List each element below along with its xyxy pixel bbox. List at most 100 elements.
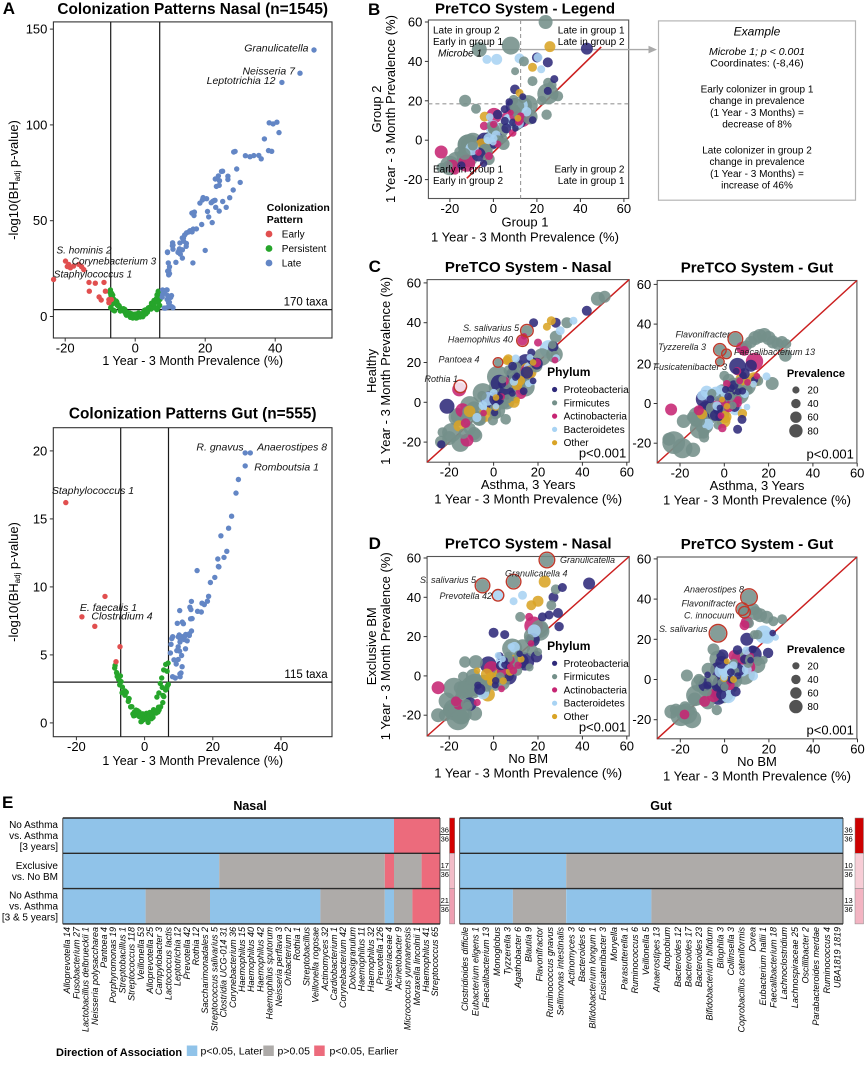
svg-text:vs. Asthma: vs. Asthma: [9, 902, 58, 913]
svg-text:Corynebacterium 42: Corynebacterium 42: [338, 927, 348, 1008]
svg-text:Late in group 1: Late in group 1: [558, 176, 625, 187]
svg-text:170 taxa: 170 taxa: [284, 297, 329, 309]
svg-text:Bacteroidetes: Bacteroidetes: [564, 699, 625, 710]
svg-text:0: 0: [414, 395, 421, 410]
svg-text:Ruminococcus gnavus: Ruminococcus gnavus: [545, 927, 555, 1018]
svg-text:S. salivarius: S. salivarius: [659, 624, 708, 634]
svg-text:Proteobacteria: Proteobacteria: [564, 659, 629, 670]
svg-text:Leptotrichia 12: Leptotrichia 12: [173, 927, 183, 986]
svg-text:Firmicutes: Firmicutes: [564, 398, 610, 409]
svg-text:Bacteroides 23: Bacteroides 23: [694, 927, 704, 987]
svg-text:-20: -20: [67, 739, 86, 754]
svg-text:Prevalence: Prevalence: [787, 368, 845, 380]
svg-text:PreTCO System - Gut: PreTCO System - Gut: [681, 536, 834, 553]
svg-text:Prevotella 42: Prevotella 42: [439, 591, 492, 601]
svg-text:PreTCO System - Gut: PreTCO System - Gut: [681, 260, 834, 277]
svg-text:40: 40: [806, 741, 820, 756]
svg-text:Early in group 1: Early in group 1: [433, 165, 503, 176]
svg-text:Porphyromonas 19: Porphyromonas 19: [108, 927, 118, 1003]
svg-text:Colonization: Colonization: [267, 202, 330, 214]
svg-text:vs. No BM: vs. No BM: [12, 872, 58, 883]
svg-text:-20: -20: [402, 435, 421, 450]
svg-text:Flavonifracter: Flavonifracter: [675, 330, 731, 340]
svg-text:0: 0: [721, 466, 728, 481]
svg-text:change in prevalence: change in prevalence: [709, 96, 805, 107]
svg-text:C. innocuum: C. innocuum: [684, 611, 735, 621]
svg-text:Sellimonas intestinalis: Sellimonas intestinalis: [556, 927, 566, 1016]
svg-text:100: 100: [26, 117, 48, 132]
svg-text:Nasal: Nasal: [233, 799, 266, 813]
svg-text:1 Year - 3 Month Prevalence (%: 1 Year - 3 Month Prevalence (%): [102, 754, 283, 768]
svg-text:36: 36: [441, 826, 449, 835]
svg-text:Anaerostipes 8: Anaerostipes 8: [683, 585, 744, 595]
svg-text:50: 50: [33, 213, 47, 228]
svg-text:1 Year - 3 Month Prevalence (%: 1 Year - 3 Month Prevalence (%): [663, 493, 851, 508]
svg-text:Fusobacterium 27: Fusobacterium 27: [71, 926, 81, 999]
svg-text:Group 1: Group 1: [502, 215, 549, 230]
svg-text:60: 60: [617, 201, 631, 216]
svg-text:p<0.001: p<0.001: [579, 720, 626, 735]
svg-text:Bacteroides 6: Bacteroides 6: [577, 927, 587, 982]
svg-text:p<0.001: p<0.001: [579, 446, 626, 461]
svg-text:-20: -20: [632, 712, 651, 727]
svg-text:Oscillibacter 2: Oscillibacter 2: [801, 927, 811, 984]
svg-text:Direction of Association: Direction of Association: [56, 1047, 182, 1059]
svg-text:Exclusive BM: Exclusive BM: [364, 607, 379, 685]
svg-text:60: 60: [620, 739, 634, 754]
svg-text:36: 36: [844, 835, 852, 844]
svg-text:Saccharimonadales 2: Saccharimonadales 2: [200, 927, 210, 1014]
svg-text:Other: Other: [564, 438, 590, 449]
svg-text:Faecalibacterium 13: Faecalibacterium 13: [481, 927, 491, 1008]
svg-text:1 Year - 3 Month Prevalence (%: 1 Year - 3 Month Prevalence (%): [383, 15, 398, 203]
svg-text:PreTCO System - Nasal: PreTCO System - Nasal: [445, 259, 612, 276]
svg-text:40: 40: [637, 317, 651, 332]
svg-text:20: 20: [206, 739, 220, 754]
svg-text:0: 0: [644, 672, 651, 687]
svg-text:Haemophilus sputorum: Haemophilus sputorum: [265, 926, 275, 1019]
svg-text:15: 15: [33, 511, 47, 526]
svg-text:UBA1819 1819: UBA1819 1819: [833, 927, 843, 988]
svg-text:80: 80: [807, 702, 819, 713]
svg-text:Granulicatella 4: Granulicatella 4: [505, 569, 568, 579]
svg-text:Colonization Patterns Gut (n=5: Colonization Patterns Gut (n=555): [69, 406, 317, 423]
svg-text:Early in group 2: Early in group 2: [554, 165, 624, 176]
svg-text:40: 40: [274, 739, 288, 754]
svg-text:13: 13: [844, 896, 852, 905]
svg-text:Bifidobacterium longum 1: Bifidobacterium longum 1: [588, 927, 598, 1029]
svg-text:Neisseria 7: Neisseria 7: [242, 66, 296, 78]
svg-text:-20: -20: [404, 172, 423, 187]
svg-text:Micrococcus yunnanensis: Micrococcus yunnanensis: [403, 927, 413, 1031]
svg-text:0: 0: [141, 739, 148, 754]
svg-text:Lactococcus lactis: Lactococcus lactis: [163, 927, 173, 1001]
svg-text:Persistent: Persistent: [282, 244, 327, 255]
svg-text:36: 36: [441, 905, 449, 914]
svg-text:Campylobacter 3: Campylobacter 3: [154, 927, 164, 995]
svg-text:0: 0: [40, 309, 47, 324]
svg-text:1 Year - 3 Month Prevalence (%: 1 Year - 3 Month Prevalence (%): [434, 766, 622, 781]
svg-text:Lactobacillus delbrueckii 1: Lactobacillus delbrueckii 1: [81, 927, 91, 1032]
svg-text:C: C: [369, 257, 381, 276]
svg-text:40: 40: [575, 465, 589, 480]
svg-text:PreTCO System - Nasal: PreTCO System - Nasal: [445, 536, 612, 553]
svg-text:20: 20: [530, 201, 544, 216]
svg-text:60: 60: [807, 689, 819, 700]
svg-text:60: 60: [637, 277, 651, 292]
svg-text:Alloprevotella 25: Alloprevotella 25: [145, 926, 155, 995]
svg-text:0: 0: [414, 668, 421, 683]
svg-text:60: 60: [807, 413, 819, 424]
svg-text:Other: Other: [564, 712, 590, 723]
svg-text:Moraxella lincolnii 1: Moraxella lincolnii 1: [412, 927, 422, 1006]
svg-text:Monoglobus: Monoglobus: [492, 927, 502, 977]
svg-text:Oribacterium 2: Oribacterium 2: [283, 927, 293, 986]
svg-text:Flavonifractor: Flavonifractor: [534, 926, 544, 982]
svg-text:Corynebacterium 36: Corynebacterium 36: [228, 927, 238, 1008]
svg-text:Collinsella 3: Collinsella 3: [726, 927, 736, 976]
svg-text:40: 40: [573, 201, 587, 216]
svg-text:Pattern: Pattern: [267, 214, 303, 226]
svg-text:Cardiobacterium 1: Cardiobacterium 1: [329, 927, 339, 1001]
svg-text:Haemophilus 41: Haemophilus 41: [421, 927, 431, 992]
svg-text:21: 21: [441, 896, 449, 905]
svg-text:S. salivarius 5: S. salivarius 5: [420, 575, 477, 585]
svg-text:Blautia 9: Blautia 9: [524, 927, 534, 962]
svg-text:Anaerostipes 13: Anaerostipes 13: [652, 927, 662, 993]
